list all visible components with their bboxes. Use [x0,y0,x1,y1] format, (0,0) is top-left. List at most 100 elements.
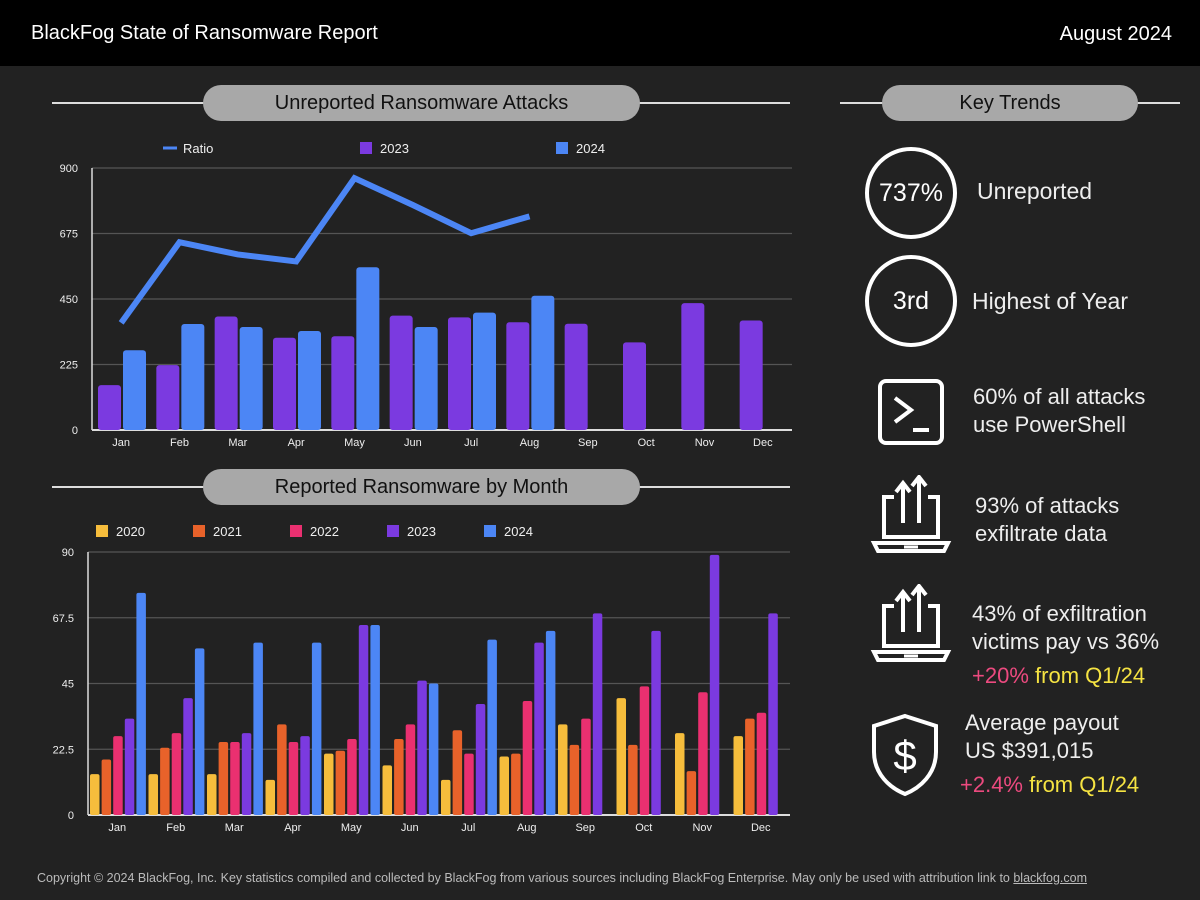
bar-2024 [531,295,555,430]
bar-2023 [183,698,193,815]
bar-2022 [288,741,299,815]
bar-2024 [123,350,146,430]
x-tick-label: Aug [517,822,537,834]
y-tick-label: 90 [62,547,74,559]
bar-2022 [698,692,708,815]
bar-2024 [487,639,497,815]
bar-2020 [324,753,334,815]
bar-2022 [347,739,357,815]
bar-2022 [464,753,474,815]
bar-2024 [239,326,263,430]
legend-swatch [290,525,302,537]
bar-2022 [405,724,416,815]
bar-2020 [558,724,568,815]
bar-2023 [709,554,720,815]
bar-2021 [218,741,229,815]
legend-swatch [96,525,108,537]
legend-swatch [556,142,568,154]
x-tick-label: Jun [404,437,422,449]
bar-2021 [277,724,287,815]
x-tick-label: Oct [635,822,652,834]
bar-2021 [101,759,112,815]
change-suffix: from Q1/24 [1029,772,1140,797]
x-tick-label: May [341,822,362,834]
y-tick-label: 900 [60,163,78,175]
bar-2020 [207,774,217,815]
legend-swatch [193,525,205,537]
bar-2024 [414,326,438,430]
bar-2024 [356,267,380,430]
bar-2023 [98,385,121,430]
chart1-title: Unreported Ransomware Attacks [203,85,640,121]
bar-2022 [639,686,650,815]
legend-swatch [387,525,399,537]
y-tick-label: 675 [60,229,78,241]
legend-label: 2021 [213,524,242,539]
x-tick-label: Jan [108,822,126,834]
x-tick-label: Sep [575,822,595,834]
legend-label: 2024 [576,141,605,156]
svg-text:$: $ [893,732,916,779]
legend-label: 2024 [504,524,533,539]
x-tick-label: Mar [228,437,247,449]
trend-line: exfiltrate data [975,521,1108,546]
y-tick-label: 22.5 [53,744,74,756]
bar-2023 [358,625,369,815]
trend-line: US $391,015 [965,738,1094,763]
shield-dollar-icon: $ [872,713,938,797]
x-tick-label: Feb [170,437,189,449]
x-tick-label: Sep [578,437,598,449]
bar-2022 [230,741,240,815]
bar-2022 [171,733,182,815]
change-suffix: from Q1/24 [1035,663,1146,688]
y-tick-label: 225 [60,360,78,372]
footer-link[interactable]: blackfog.com [1013,871,1087,885]
trend-line: use PowerShell [973,412,1126,437]
x-tick-label: Nov [692,822,712,834]
x-tick-label: Jul [464,437,478,449]
bar-2021 [160,747,170,815]
terminal-icon [878,379,944,445]
legend-label: 2023 [380,141,409,156]
bar-2023 [273,337,296,430]
y-tick-label: 450 [60,294,78,306]
legend-swatch [360,142,372,154]
bar-2023 [739,320,763,430]
footer-text: Copyright © 2024 BlackFog, Inc. Key stat… [37,871,1014,885]
trend-line: 43% of exfiltration [972,601,1147,626]
chart2-title: Reported Ransomware by Month [203,469,640,505]
trend-line: 93% of attacks [975,493,1120,518]
bar-2023 [768,613,778,815]
x-tick-label: Mar [225,822,244,834]
bar-2024 [545,630,556,815]
x-tick-label: Dec [751,822,771,834]
legend-label: 2023 [407,524,436,539]
unreported-chart: 0 225 450 675 900 Jan Feb Mar Apr May Jun Jul Aug Sep… [60,141,792,449]
legend-label: Ratio [183,141,213,156]
bar-2022 [581,718,591,815]
trend-payout: Average payout US $391,015 +2.4% from Q1/2… [960,709,1140,799]
bar-2023 [592,613,603,815]
bar-2024 [136,592,146,815]
legend-label: 2020 [116,524,145,539]
bar-2021 [452,730,463,815]
y-tick-label: 67.5 [53,613,74,625]
bar-2020 [733,736,743,815]
bar-2023 [417,680,427,815]
x-tick-label: Jun [401,822,419,834]
bar-2024 [181,324,205,430]
bar-2023 [651,630,661,815]
x-tick-label: Nov [695,437,715,449]
bar-2020 [90,774,100,815]
percent-circle: 737% [865,147,957,239]
header: BlackFog State of Ransomware Report Augu… [0,0,1200,66]
x-tick-label: Apr [284,822,301,834]
bar-2024 [311,642,322,815]
y-tick-label: 45 [62,679,74,691]
footer: Copyright © 2024 BlackFog, Inc. Key stat… [37,871,1087,885]
x-tick-label: Feb [166,822,185,834]
bar-2023 [331,336,355,430]
bar-2021 [335,750,346,815]
x-tick-label: Apr [288,437,305,449]
bar-2022 [756,712,767,815]
